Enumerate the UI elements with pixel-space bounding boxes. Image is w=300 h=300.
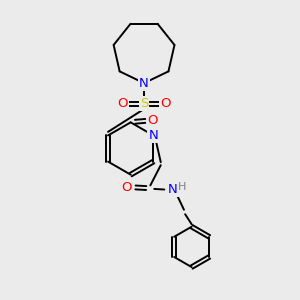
Text: O: O	[147, 114, 157, 128]
Text: O: O	[160, 98, 171, 110]
Text: H: H	[178, 182, 187, 192]
Text: N: N	[139, 76, 149, 90]
Text: N: N	[168, 183, 178, 196]
Text: S: S	[140, 98, 148, 110]
Text: N: N	[148, 129, 158, 142]
Text: O: O	[117, 98, 128, 110]
Text: O: O	[121, 181, 132, 194]
